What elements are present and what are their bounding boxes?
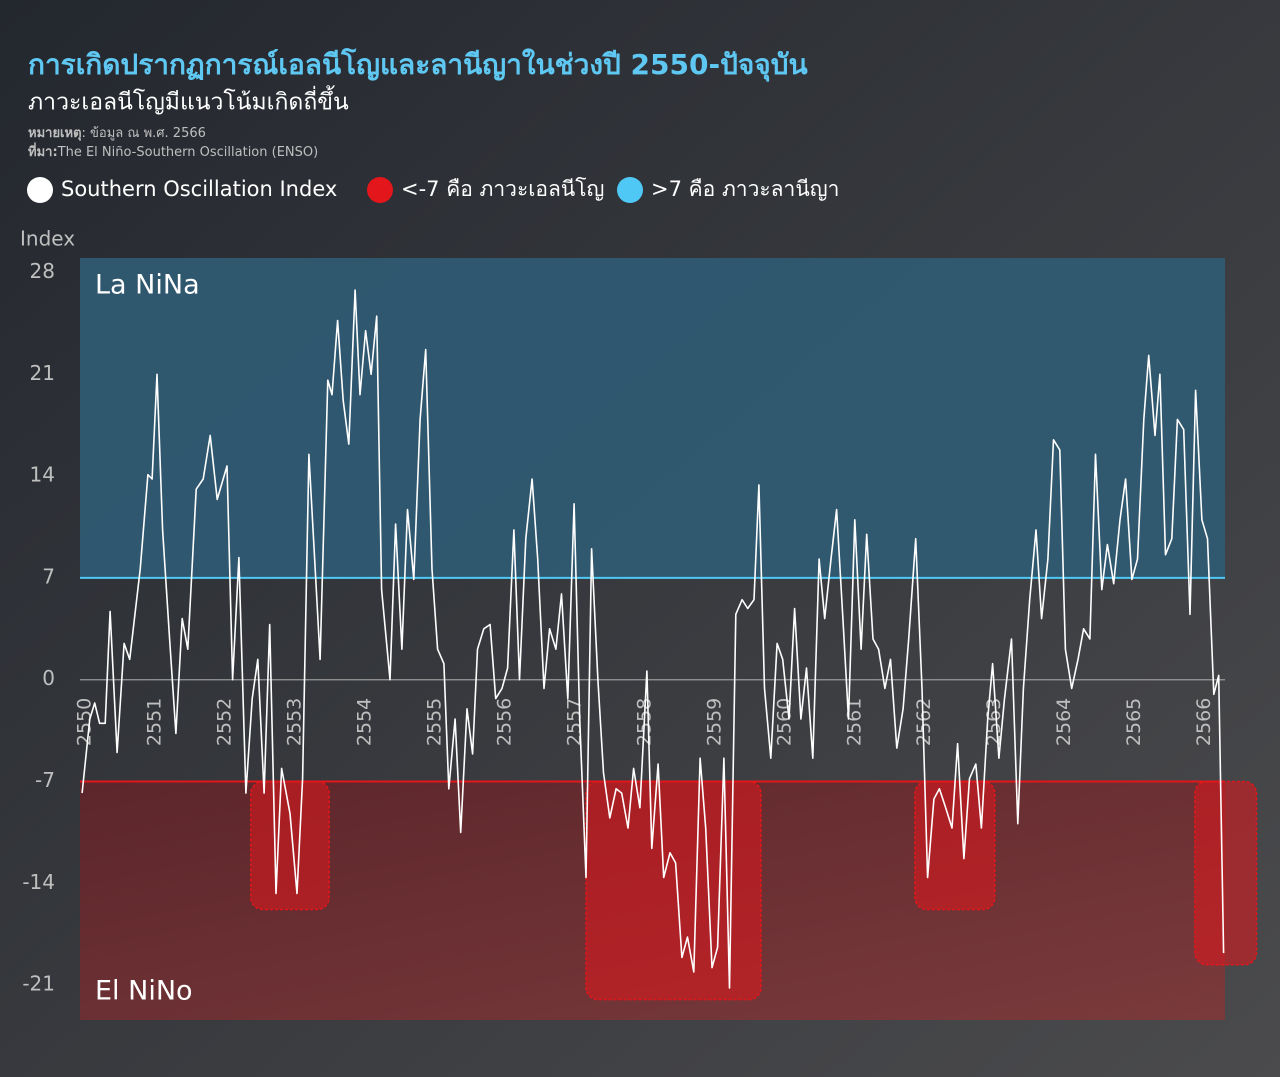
legend-marker bbox=[617, 177, 643, 203]
note-text: : ข้อมูล ณ พ.ศ. 2566 bbox=[82, 126, 206, 141]
source: ที่มา:The El Niño-Southern Oscillation (… bbox=[28, 142, 318, 160]
x-tick-label: 2561 bbox=[843, 698, 865, 746]
x-tick-label: 2552 bbox=[213, 698, 235, 746]
legend-label: >7 คือ ภาวะลานีญา bbox=[651, 177, 839, 201]
y-tick-label: 21 bbox=[30, 361, 55, 385]
legend-marker bbox=[367, 177, 393, 203]
y-tick-label: -7 bbox=[35, 768, 55, 792]
highlight-box bbox=[1194, 780, 1258, 966]
x-tick-label: 2566 bbox=[1193, 698, 1215, 746]
line-series bbox=[81, 289, 1225, 989]
source-label: ที่มา: bbox=[28, 142, 58, 160]
x-tick-label: 2564 bbox=[1053, 698, 1075, 746]
note: หมายเหตุ: ข้อมูล ณ พ.ศ. 2566 bbox=[28, 126, 206, 141]
highlight-box bbox=[585, 780, 762, 1001]
chart-title: การเกิดปรากฏการณ์เอลนีโญและลานีญาในช่วงป… bbox=[28, 47, 808, 82]
legend-marker bbox=[27, 177, 53, 203]
band-label: La NiNa bbox=[95, 270, 200, 301]
x-tick-label: 2556 bbox=[493, 698, 515, 746]
x-tick-label: 2560 bbox=[773, 698, 795, 746]
note-label: หมายเหตุ bbox=[28, 126, 82, 141]
chart-subtitle: ภาวะเอลนีโญมีแนวโน้มเกิดถี่ขึ้น bbox=[28, 86, 349, 116]
band-region bbox=[80, 258, 1225, 578]
legend: Southern Oscillation Index <-7 คือ ภาวะเอ… bbox=[27, 177, 839, 203]
y-tick-label: 14 bbox=[30, 463, 55, 487]
legend-label: Southern Oscillation Index bbox=[61, 177, 337, 201]
y-tick-label: 28 bbox=[30, 259, 55, 283]
x-tick-label: 2557 bbox=[563, 698, 585, 746]
highlight-box bbox=[250, 780, 330, 911]
x-tick-label: 2553 bbox=[283, 698, 305, 746]
x-tick-label: 2555 bbox=[423, 698, 445, 746]
y-tick-label: 0 bbox=[42, 666, 55, 690]
y-tick-label: -14 bbox=[22, 870, 55, 894]
plot-area: El NiNo La NiNa 28 21 14 7 0 -7 -14 -21 2550 2551 25… bbox=[22, 258, 1258, 1020]
y-tick-label: 7 bbox=[42, 564, 55, 588]
x-tick-label: 2554 bbox=[353, 698, 375, 746]
y-axis-label: Index bbox=[20, 227, 75, 251]
band-label: El NiNo bbox=[95, 976, 193, 1007]
legend-label: <-7 คือ ภาวะเอลนีโญ bbox=[401, 177, 604, 201]
x-tick-label: 2551 bbox=[143, 698, 165, 746]
source-text: The El Niño-Southern Oscillation (ENSO) bbox=[57, 145, 319, 160]
x-tick-label: 2559 bbox=[703, 698, 725, 746]
x-tick-label: 2550 bbox=[73, 698, 95, 746]
x-tick-label: 2565 bbox=[1123, 698, 1145, 746]
y-tick-label: -21 bbox=[22, 972, 55, 996]
x-tick-label: 2562 bbox=[913, 698, 935, 746]
